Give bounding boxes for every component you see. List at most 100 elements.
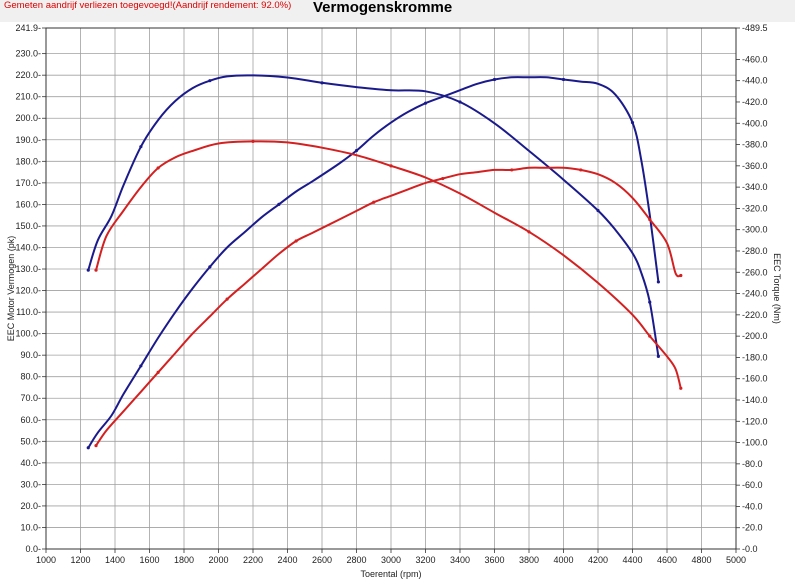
red-torque-curve-point <box>389 164 393 168</box>
x-tick-label: 1600 <box>139 555 159 565</box>
blue-torque-curve-point <box>458 100 462 104</box>
y-right-tick-label: -240.0 <box>742 289 768 299</box>
red-torque-curve-point <box>251 139 255 143</box>
y-left-tick-label: 220.0- <box>15 70 41 80</box>
blue-torque-curve-point <box>320 81 324 85</box>
x-tick-label: 4400 <box>622 555 642 565</box>
drivetrain-note: Gemeten aandrijf verliezen toegevoegd!(A… <box>4 0 292 11</box>
y-right-tick-label: -20.0 <box>742 523 763 533</box>
y-left-tick-label: 190.0- <box>15 135 41 145</box>
red-power-curve-point <box>225 297 229 301</box>
y-left-tick-label: 40.0- <box>20 458 41 468</box>
chart-title: Vermogenskromme <box>313 0 453 16</box>
x-axis-label: Toerental (rpm) <box>360 569 421 579</box>
x-tick-label: 4600 <box>657 555 677 565</box>
x-tick-label: 2800 <box>346 555 366 565</box>
y-right-tick-label: -60.0 <box>742 480 763 490</box>
x-tick-label: 2000 <box>208 555 228 565</box>
y-right-tick-label: -220.0 <box>742 310 768 320</box>
y-left-tick-label: 60.0- <box>20 415 41 425</box>
y-left-tick-label: 180.0- <box>15 156 41 166</box>
y-right-axis-label: EEC Torque (Nm) <box>772 253 782 324</box>
y-left-tick-label: 150.0- <box>15 221 41 231</box>
red-power-curve-point <box>679 273 683 278</box>
blue-power-curve-point <box>423 101 428 105</box>
y-left-tick-label: 120.0- <box>15 286 41 296</box>
y-right-tick-label: -440.0 <box>742 76 768 86</box>
y-left-tick-label: 20.0- <box>20 501 41 511</box>
x-tick-label: 1000 <box>36 555 56 565</box>
y-right-tick-label: -460.0 <box>742 54 768 64</box>
y-right-tick-label: -260.0 <box>742 267 768 277</box>
blue-power-curve-point <box>86 446 90 450</box>
y-left-tick-label: 170.0- <box>15 178 41 188</box>
y-left-tick-label: 100.0- <box>15 329 41 339</box>
x-tick-label: 1800 <box>174 555 194 565</box>
y-right-tick-label: -40.0 <box>742 501 763 511</box>
red-torque-curve <box>95 140 682 390</box>
y-right-tick-label: -320.0 <box>742 203 768 213</box>
y-left-tick-label: 110.0- <box>16 307 41 317</box>
y-left-tick-label: 140.0- <box>15 242 41 252</box>
red-torque-curve-point <box>156 166 160 170</box>
x-tick-label: 2400 <box>277 555 297 565</box>
red-power-curve-point <box>579 168 583 172</box>
x-tick-label: 2600 <box>312 555 332 565</box>
red-power-curve-point <box>156 370 160 374</box>
red-torque-curve-point <box>648 334 652 338</box>
blue-torque-curve-point <box>656 354 660 358</box>
blue-power-curve-point <box>277 202 281 206</box>
x-tick-label: 3600 <box>484 555 504 565</box>
red-power-curve-point <box>510 168 514 172</box>
y-right-tick-label: -380.0 <box>742 140 768 150</box>
red-torque-curve-point <box>94 268 98 272</box>
red-power-curve-point <box>294 239 298 243</box>
y-right-tick-label: -200.0 <box>742 331 768 341</box>
y-right-tick-label: -420.0 <box>742 97 768 107</box>
y-right-tick-label: -100.0 <box>742 438 768 448</box>
blue-torque-curve-point <box>648 300 652 304</box>
blue-torque-curve-point <box>208 79 212 83</box>
x-tick-label: 4800 <box>691 555 711 565</box>
y-left-tick-label: 10.0- <box>20 522 41 532</box>
x-tick-label: 4200 <box>588 555 608 565</box>
x-tick-label: 1200 <box>70 555 90 565</box>
x-tick-label: 4000 <box>553 555 573 565</box>
red-power-curve-point <box>441 176 445 181</box>
y-left-tick-label: 200.0- <box>15 113 41 123</box>
y-left-tick-label: 30.0- <box>20 479 41 489</box>
red-power-curve-point <box>372 200 376 204</box>
x-tick-label: 3800 <box>519 555 539 565</box>
y-right-tick-label: -180.0 <box>742 352 768 362</box>
blue-torque-curve-point <box>86 268 90 272</box>
y-left-tick-label: 70.0- <box>20 393 41 403</box>
y-left-tick-label: 210.0- <box>15 92 41 102</box>
y-left-tick-label: 241.9- <box>15 23 41 33</box>
y-right-tick-label: -140.0 <box>742 395 768 405</box>
y-left-axis-label: EEC Motor Vermogen (pk) <box>6 236 16 342</box>
blue-power-curve-point <box>208 265 212 269</box>
blue-power-curve-point <box>656 280 660 284</box>
y-right-tick-label: -280.0 <box>742 246 768 256</box>
y-left-tick-label: 230.0- <box>15 49 41 59</box>
red-torque-curve-point <box>527 230 531 234</box>
blue-torque-curve <box>87 74 660 358</box>
blue-power-curve-point <box>139 364 143 368</box>
y-right-tick-label: -340.0 <box>742 182 768 192</box>
y-right-tick-label: -0.0 <box>742 544 758 554</box>
y-right-tick-label: -489.5 <box>742 23 768 33</box>
y-left-tick-label: 50.0- <box>20 436 41 446</box>
blue-torque-curve-point <box>139 145 143 149</box>
blue-power-curve-point <box>492 77 497 82</box>
y-right-tick-label: -160.0 <box>742 374 768 384</box>
y-left-tick-label: 0.0- <box>25 544 41 554</box>
blue-power-curve-point <box>561 77 566 82</box>
y-left-tick-label: 160.0- <box>15 199 41 209</box>
blue-power-curve <box>87 76 660 449</box>
y-left-tick-label: 90.0- <box>20 350 41 360</box>
y-right-tick-label: -400.0 <box>742 118 768 128</box>
x-tick-label: 3200 <box>415 555 435 565</box>
y-right-tick-label: -300.0 <box>742 225 768 235</box>
x-tick-label: 2200 <box>243 555 263 565</box>
